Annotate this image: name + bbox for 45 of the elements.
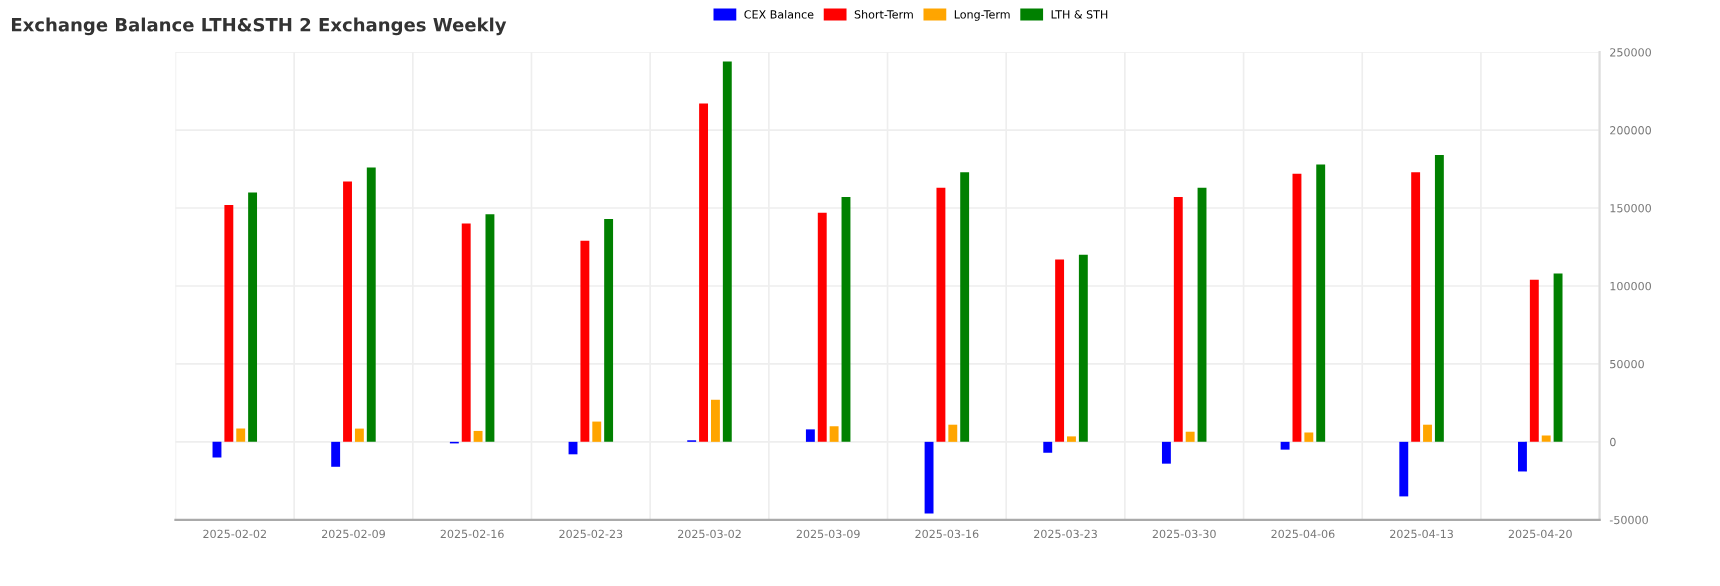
bar xyxy=(924,441,934,514)
bar xyxy=(248,192,258,442)
bar xyxy=(331,441,341,467)
bar xyxy=(1411,172,1421,442)
bar xyxy=(722,61,732,442)
bar xyxy=(936,187,946,442)
bar xyxy=(1529,279,1539,442)
bar xyxy=(366,167,376,442)
bar xyxy=(1197,187,1207,442)
bar xyxy=(604,218,614,442)
bar xyxy=(1423,424,1432,442)
bar xyxy=(224,204,234,442)
bar xyxy=(1434,155,1444,442)
bar xyxy=(592,421,602,442)
bar xyxy=(461,223,471,442)
bar xyxy=(817,212,827,442)
bar xyxy=(841,197,851,442)
bar xyxy=(1541,435,1551,442)
bar xyxy=(1161,441,1171,464)
bar xyxy=(1055,259,1065,442)
bar xyxy=(354,428,364,442)
bar xyxy=(1292,173,1302,442)
bar xyxy=(1518,441,1527,472)
bar xyxy=(948,424,958,442)
bar xyxy=(1316,164,1326,442)
bar xyxy=(236,428,246,442)
bar xyxy=(699,103,709,442)
bar xyxy=(1399,441,1409,497)
bar xyxy=(829,426,839,442)
bar xyxy=(805,429,815,442)
bar xyxy=(710,399,720,442)
bar xyxy=(1173,197,1183,442)
bar xyxy=(1553,273,1563,442)
bar xyxy=(1185,431,1195,442)
bar xyxy=(1078,254,1088,442)
bar xyxy=(1043,441,1053,453)
bar xyxy=(960,172,970,442)
bar xyxy=(1067,436,1076,442)
bar xyxy=(1280,441,1290,450)
chart-title: Exchange Balance LTH&STH 2 Exchanges Weekly xyxy=(11,17,507,36)
bar xyxy=(1304,432,1314,442)
bar xyxy=(343,181,352,442)
bar xyxy=(473,430,483,442)
bar xyxy=(580,240,590,442)
bar xyxy=(485,214,495,442)
